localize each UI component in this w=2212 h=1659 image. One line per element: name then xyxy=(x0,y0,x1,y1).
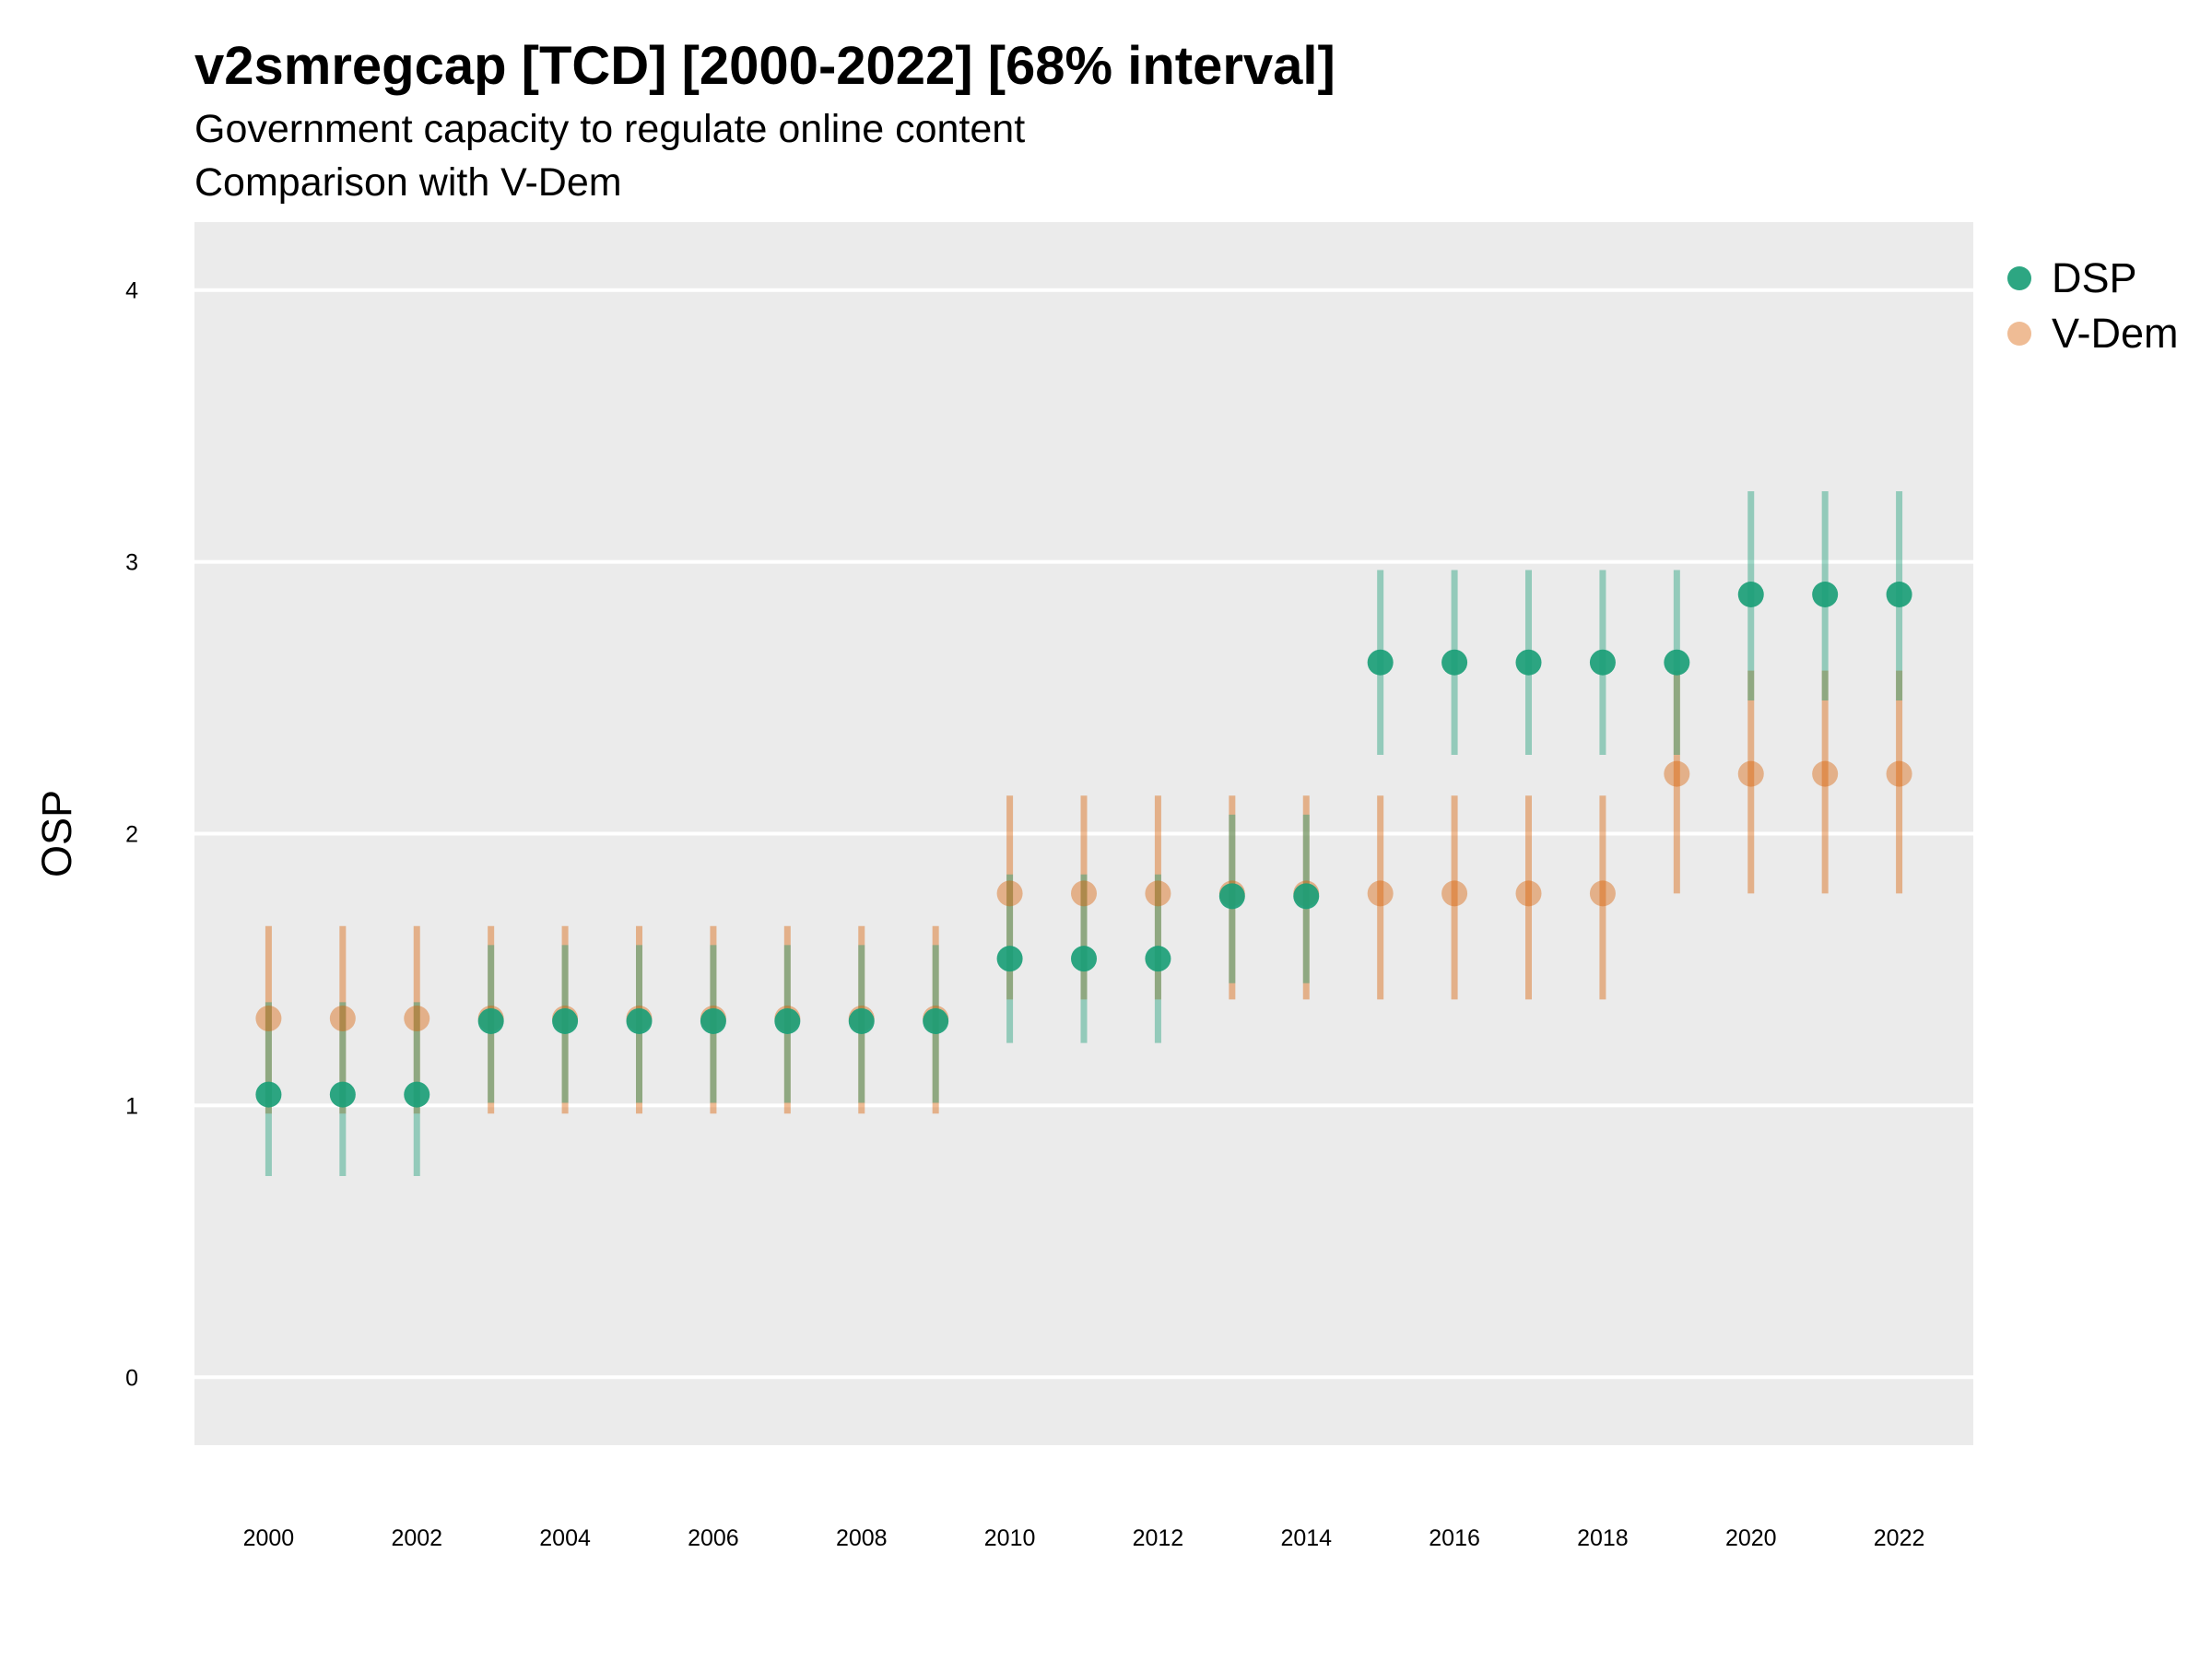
x-tick-label-2014: 2014 xyxy=(1280,1525,1332,1551)
point-vdem-2001 xyxy=(329,1006,356,1032)
x-tick-label-2010: 2010 xyxy=(984,1525,1036,1551)
point-vdem-2012 xyxy=(1145,880,1171,907)
point-vdem-2019 xyxy=(1664,760,1690,787)
point-dsp-2017 xyxy=(1515,649,1542,676)
point-dsp-2002 xyxy=(404,1081,430,1108)
point-vdem-2002 xyxy=(404,1006,430,1032)
x-tick-label-2022: 2022 xyxy=(1874,1525,1925,1551)
y-tick-label-4: 4 xyxy=(125,278,138,304)
point-vdem-2015 xyxy=(1367,880,1394,907)
point-dsp-2015 xyxy=(1367,649,1394,676)
point-vdem-2022 xyxy=(1886,760,1912,787)
x-tick-label-2004: 2004 xyxy=(539,1525,591,1551)
point-dsp-2006 xyxy=(700,1007,726,1034)
point-vdem-2016 xyxy=(1441,880,1468,907)
point-dsp-2009 xyxy=(923,1007,949,1034)
y-tick-label-3: 3 xyxy=(125,550,138,576)
point-dsp-2005 xyxy=(626,1007,653,1034)
y-axis-label: OSP xyxy=(33,790,80,877)
legend: DSP V-Dem xyxy=(2000,251,2179,361)
point-dsp-2016 xyxy=(1441,649,1468,676)
point-dsp-2013 xyxy=(1218,883,1245,910)
legend-label-vdem: V-Dem xyxy=(2052,310,2179,357)
point-dsp-2020 xyxy=(1737,581,1764,607)
legend-item-vdem: V-Dem xyxy=(2000,306,2179,361)
point-dsp-2000 xyxy=(255,1081,282,1108)
x-tick-label-2008: 2008 xyxy=(836,1525,888,1551)
point-dsp-2004 xyxy=(552,1007,579,1034)
point-dsp-2007 xyxy=(774,1007,801,1034)
legend-item-dsp: DSP xyxy=(2000,251,2179,306)
y-tick-label-2: 2 xyxy=(125,822,138,848)
point-dsp-2022 xyxy=(1886,581,1912,607)
x-tick-label-2012: 2012 xyxy=(1133,1525,1184,1551)
point-dsp-2012 xyxy=(1145,946,1171,972)
legend-label-dsp: DSP xyxy=(2052,254,2137,301)
x-tick-label-2002: 2002 xyxy=(391,1525,442,1551)
point-vdem-2018 xyxy=(1589,880,1616,907)
x-tick-label-2016: 2016 xyxy=(1429,1525,1480,1551)
point-dsp-2003 xyxy=(477,1007,504,1034)
point-dsp-2008 xyxy=(848,1007,875,1034)
y-tick-label-1: 1 xyxy=(125,1093,138,1119)
point-vdem-2000 xyxy=(255,1006,282,1032)
x-tick-label-2000: 2000 xyxy=(243,1525,295,1551)
chart-subtitle-line-2: Comparison with V-Dem xyxy=(194,160,622,205)
point-dsp-2001 xyxy=(329,1081,356,1108)
point-vdem-2017 xyxy=(1515,880,1542,907)
point-dsp-2010 xyxy=(996,946,1023,972)
legend-key-vdem xyxy=(2007,322,2031,346)
x-tick-label-2018: 2018 xyxy=(1577,1525,1629,1551)
point-dsp-2018 xyxy=(1589,649,1616,676)
point-vdem-2020 xyxy=(1737,760,1764,787)
point-dsp-2019 xyxy=(1664,649,1690,676)
point-vdem-2010 xyxy=(996,880,1023,907)
x-tick-label-2006: 2006 xyxy=(688,1525,739,1551)
y-tick-label-0: 0 xyxy=(125,1365,138,1391)
chart-title: v2smregcap [TCD] [2000-2022] [68% interv… xyxy=(194,36,1335,96)
legend-key-dsp xyxy=(2007,266,2031,290)
x-tick-label-2020: 2020 xyxy=(1725,1525,1777,1551)
point-dsp-2021 xyxy=(1812,581,1839,607)
point-dsp-2011 xyxy=(1071,946,1097,972)
point-vdem-2021 xyxy=(1812,760,1839,787)
point-dsp-2014 xyxy=(1293,883,1320,910)
chart-subtitle-line-1: Government capacity to regulate online c… xyxy=(194,107,1026,151)
point-vdem-2011 xyxy=(1071,880,1097,907)
